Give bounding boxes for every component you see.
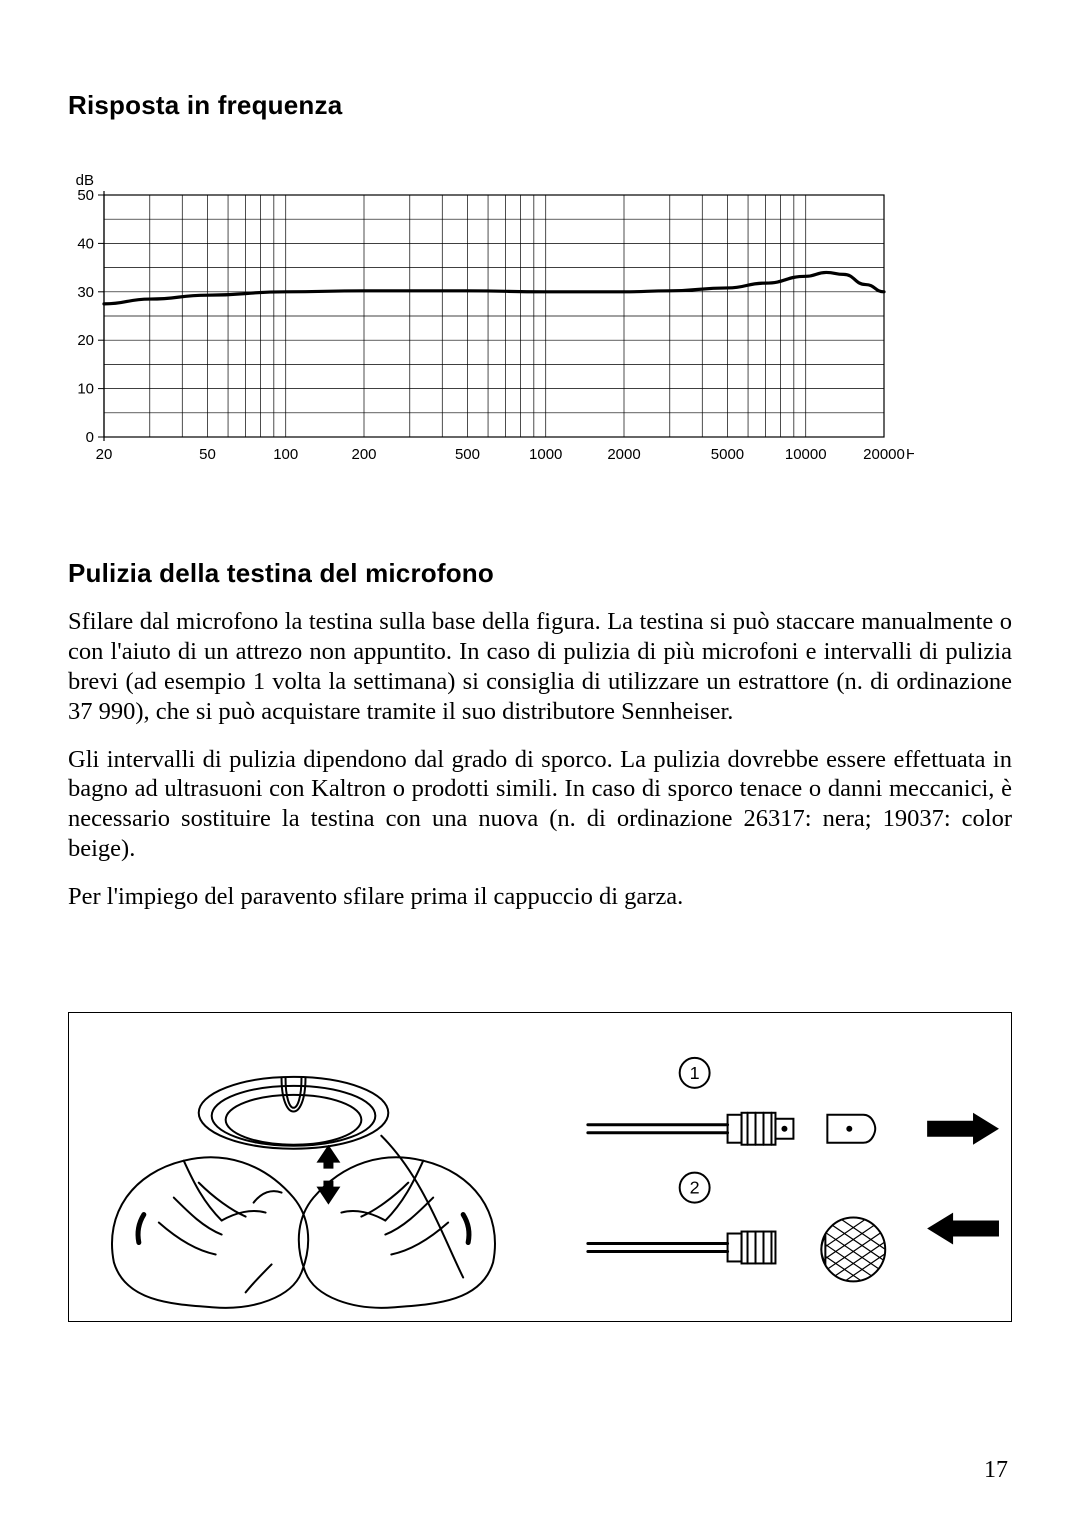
callout-2: 2 [690,1177,700,1197]
page-number: 17 [984,1457,1008,1484]
illustration-svg: 1 2 [69,1013,1011,1322]
paragraph-2: Gli intervalli di pulizia dipendono dal … [68,745,1012,865]
svg-text:1000: 1000 [529,446,562,463]
heading-frequency-response: Risposta in frequenza [68,90,1012,121]
svg-text:30: 30 [77,284,94,301]
callout-1: 1 [690,1063,700,1083]
svg-text:dB: dB [76,172,94,189]
illustration-box: 1 2 [68,1012,1012,1322]
svg-text:20000: 20000 [863,446,905,463]
svg-text:0: 0 [86,429,94,446]
frequency-response-chart: 01020304050dB205010020050010002000500010… [64,169,914,494]
svg-text:50: 50 [199,446,216,463]
svg-text:10000: 10000 [785,446,827,463]
svg-text:2000: 2000 [607,446,640,463]
heading-cleaning: Pulizia della testina del microfono [68,558,1012,589]
paragraph-3: Per l'impiego del paravento sfilare prim… [68,882,1012,912]
svg-text:Hz: Hz [906,446,914,463]
svg-text:10: 10 [77,381,94,398]
svg-text:40: 40 [77,235,94,252]
svg-text:100: 100 [273,446,298,463]
svg-text:20: 20 [77,332,94,349]
svg-text:200: 200 [351,446,376,463]
svg-text:20: 20 [96,446,113,463]
svg-text:50: 50 [77,187,94,204]
paragraph-1: Sfilare dal microfono la testina sulla b… [68,607,1012,727]
svg-text:5000: 5000 [711,446,744,463]
svg-text:500: 500 [455,446,480,463]
